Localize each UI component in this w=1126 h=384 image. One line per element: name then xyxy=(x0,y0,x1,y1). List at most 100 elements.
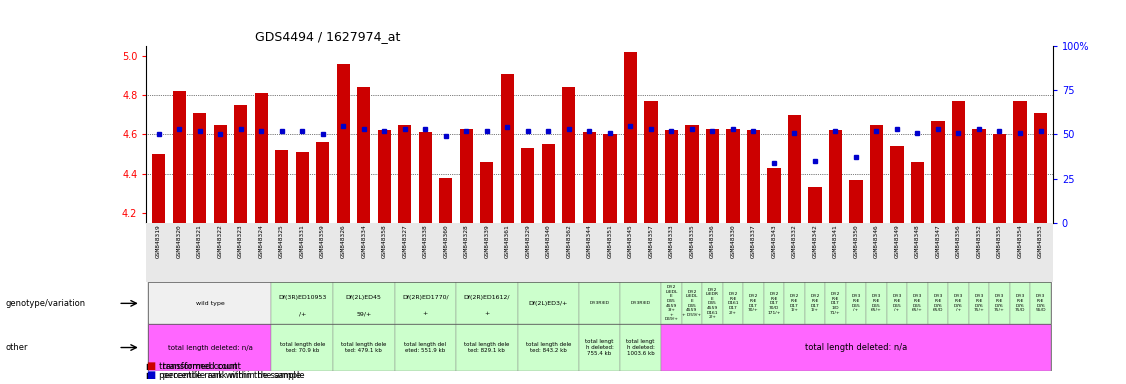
Text: GSM848347: GSM848347 xyxy=(936,224,940,258)
Bar xyxy=(316,142,330,223)
Text: total length del
eted: 551.9 kb: total length del eted: 551.9 kb xyxy=(404,342,446,353)
Bar xyxy=(846,282,866,324)
Bar xyxy=(948,282,968,324)
Text: Df(3R)ED: Df(3R)ED xyxy=(631,301,651,305)
Bar xyxy=(459,129,473,223)
Text: GSM848353: GSM848353 xyxy=(1038,224,1043,258)
Bar xyxy=(993,134,1007,223)
Text: +: + xyxy=(484,311,490,316)
Bar xyxy=(254,93,268,223)
Text: ■  transformed count: ■ transformed count xyxy=(146,362,238,371)
Bar xyxy=(931,121,945,223)
Text: GSM848356: GSM848356 xyxy=(956,224,960,258)
Bar xyxy=(1010,282,1030,324)
Bar xyxy=(149,282,271,324)
Bar xyxy=(703,282,723,324)
Bar xyxy=(866,282,886,324)
Text: Df(3
R)E
D76
55/D: Df(3 R)E D76 55/D xyxy=(1035,295,1046,312)
Text: other: other xyxy=(6,343,28,352)
Text: GSM848328: GSM848328 xyxy=(464,224,468,258)
Bar xyxy=(152,154,166,223)
Bar xyxy=(726,129,740,223)
Text: GSM848325: GSM848325 xyxy=(279,224,284,258)
Bar xyxy=(271,282,333,324)
Bar xyxy=(579,282,620,324)
Bar xyxy=(579,324,620,371)
Text: Df(3
R)E
D76
75/D: Df(3 R)E D76 75/D xyxy=(1015,295,1025,312)
Bar xyxy=(808,187,822,223)
Bar xyxy=(214,124,226,223)
Bar xyxy=(456,324,518,371)
Bar xyxy=(501,74,513,223)
Bar xyxy=(686,124,698,223)
Text: total length dele
ted: 70.9 kb: total length dele ted: 70.9 kb xyxy=(279,342,325,353)
Bar xyxy=(951,101,965,223)
Bar xyxy=(908,282,928,324)
Bar xyxy=(911,162,924,223)
Bar xyxy=(784,282,805,324)
Bar xyxy=(990,282,1010,324)
Bar xyxy=(624,52,637,223)
Bar xyxy=(234,105,248,223)
Bar xyxy=(788,115,801,223)
Text: GSM848326: GSM848326 xyxy=(341,224,346,258)
Bar xyxy=(419,132,432,223)
Bar xyxy=(172,91,186,223)
Text: ■: ■ xyxy=(146,361,155,371)
Bar xyxy=(661,324,1051,371)
Bar xyxy=(644,101,658,223)
Text: GSM848327: GSM848327 xyxy=(402,224,408,258)
Bar xyxy=(681,282,703,324)
Text: GSM848346: GSM848346 xyxy=(874,224,879,258)
Bar xyxy=(377,131,391,223)
Text: transformed count: transformed count xyxy=(160,362,241,371)
Text: Df(3
R)E
D65
/+: Df(3 R)E D65 /+ xyxy=(851,295,860,312)
Bar xyxy=(620,324,661,371)
Text: total length deleted: n/a: total length deleted: n/a xyxy=(805,343,908,352)
Bar xyxy=(149,324,271,371)
Text: +: + xyxy=(422,311,428,316)
Bar xyxy=(480,162,493,223)
Text: GSM848351: GSM848351 xyxy=(607,224,613,258)
Bar xyxy=(357,87,370,223)
Text: GSM848344: GSM848344 xyxy=(587,224,592,258)
Bar xyxy=(333,324,394,371)
Bar xyxy=(891,146,904,223)
Bar xyxy=(521,148,535,223)
Text: GSM848336: GSM848336 xyxy=(709,224,715,258)
Text: GSM848338: GSM848338 xyxy=(422,224,428,258)
Text: ■: ■ xyxy=(146,370,155,380)
Bar xyxy=(337,64,350,223)
Text: Df(2
R)E
D17
70/D
171/+: Df(2 R)E D17 70/D 171/+ xyxy=(767,292,780,314)
Bar xyxy=(275,150,288,223)
Bar xyxy=(723,282,743,324)
Text: /+: /+ xyxy=(298,311,306,316)
Bar xyxy=(439,177,453,223)
Text: Df(2L)ED45: Df(2L)ED45 xyxy=(346,295,382,300)
Text: total lengt
h deleted:
755.4 kb: total lengt h deleted: 755.4 kb xyxy=(586,339,614,356)
Text: GSM848345: GSM848345 xyxy=(628,224,633,258)
Bar xyxy=(542,144,555,223)
Text: GSM848341: GSM848341 xyxy=(833,224,838,258)
Bar xyxy=(829,131,842,223)
Text: GSM848335: GSM848335 xyxy=(689,224,695,258)
Text: GSM848339: GSM848339 xyxy=(484,224,490,258)
Bar xyxy=(968,282,990,324)
Text: percentile rank within the sample: percentile rank within the sample xyxy=(160,371,304,380)
Text: GDS4494 / 1627974_at: GDS4494 / 1627974_at xyxy=(256,30,401,43)
Text: GSM848323: GSM848323 xyxy=(239,224,243,258)
Bar xyxy=(562,87,575,223)
Bar xyxy=(869,124,883,223)
Text: Df(3R)ED10953: Df(3R)ED10953 xyxy=(278,295,327,300)
Bar xyxy=(394,324,456,371)
Text: GSM848331: GSM848331 xyxy=(300,224,305,258)
Text: GSM848337: GSM848337 xyxy=(751,224,756,258)
Text: total length dele
ted: 843.2 kb: total length dele ted: 843.2 kb xyxy=(526,342,571,353)
Text: Df(2
R)E
D17
70/+: Df(2 R)E D17 70/+ xyxy=(748,295,759,312)
Text: ■  percentile rank within the sample: ■ percentile rank within the sample xyxy=(146,371,302,380)
Text: Df(2
R)E
D17
1/D
71/+: Df(2 R)E D17 1/D 71/+ xyxy=(830,292,841,314)
Text: GSM848334: GSM848334 xyxy=(361,224,366,258)
Bar xyxy=(193,113,206,223)
Text: GSM848348: GSM848348 xyxy=(915,224,920,258)
Text: Df(3
R)E
D76
/+: Df(3 R)E D76 /+ xyxy=(954,295,963,312)
